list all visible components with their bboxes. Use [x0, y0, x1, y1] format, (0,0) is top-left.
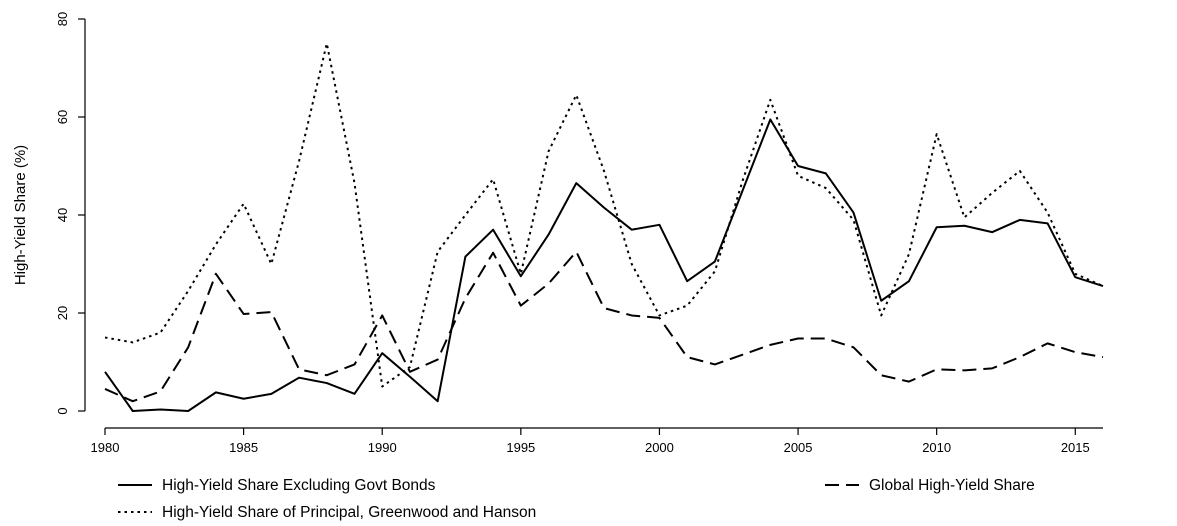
y-tick-label: 0: [55, 407, 70, 414]
legend-label: High-Yield Share Excluding Govt Bonds: [162, 477, 436, 494]
series-line-dotted: [104, 42, 1104, 388]
x-tick-label: 2010: [922, 440, 951, 455]
y-axis-title: High-Yield Share (%): [12, 145, 29, 285]
y-tick-label: 40: [55, 208, 70, 222]
legend-label: High-Yield Share of Principal, Greenwood…: [162, 504, 536, 521]
x-tick-label: 2000: [645, 440, 674, 455]
x-tick-label: 1995: [506, 440, 535, 455]
x-ticks: 1980 1985 1990 1995 2000 2005 2010 2015: [91, 428, 1090, 455]
x-tick-label: 1990: [368, 440, 397, 455]
y-tick-label: 80: [55, 12, 70, 26]
plot-series: [104, 42, 1104, 412]
y-tick-label: 60: [55, 110, 70, 124]
legend: High-Yield Share Excluding Govt Bonds Glo…: [118, 477, 1035, 521]
legend-label: Global High-Yield Share: [869, 477, 1035, 494]
series-line-dashed: [104, 250, 1104, 403]
y-tick-label: 20: [55, 306, 70, 320]
x-axis: 1980 1985 1990 1995 2000 2005 2010 2015: [91, 427, 1103, 455]
y-ticks: 0 20 40 60 80: [55, 12, 85, 415]
x-tick-label: 1985: [229, 440, 258, 455]
series-line-solid: [104, 118, 1104, 412]
x-tick-label: 1980: [91, 440, 120, 455]
y-axis: High-Yield Share (%) 0 20 40 60 80: [12, 12, 86, 415]
x-tick-label: 2015: [1061, 440, 1090, 455]
x-tick-label: 2005: [784, 440, 813, 455]
